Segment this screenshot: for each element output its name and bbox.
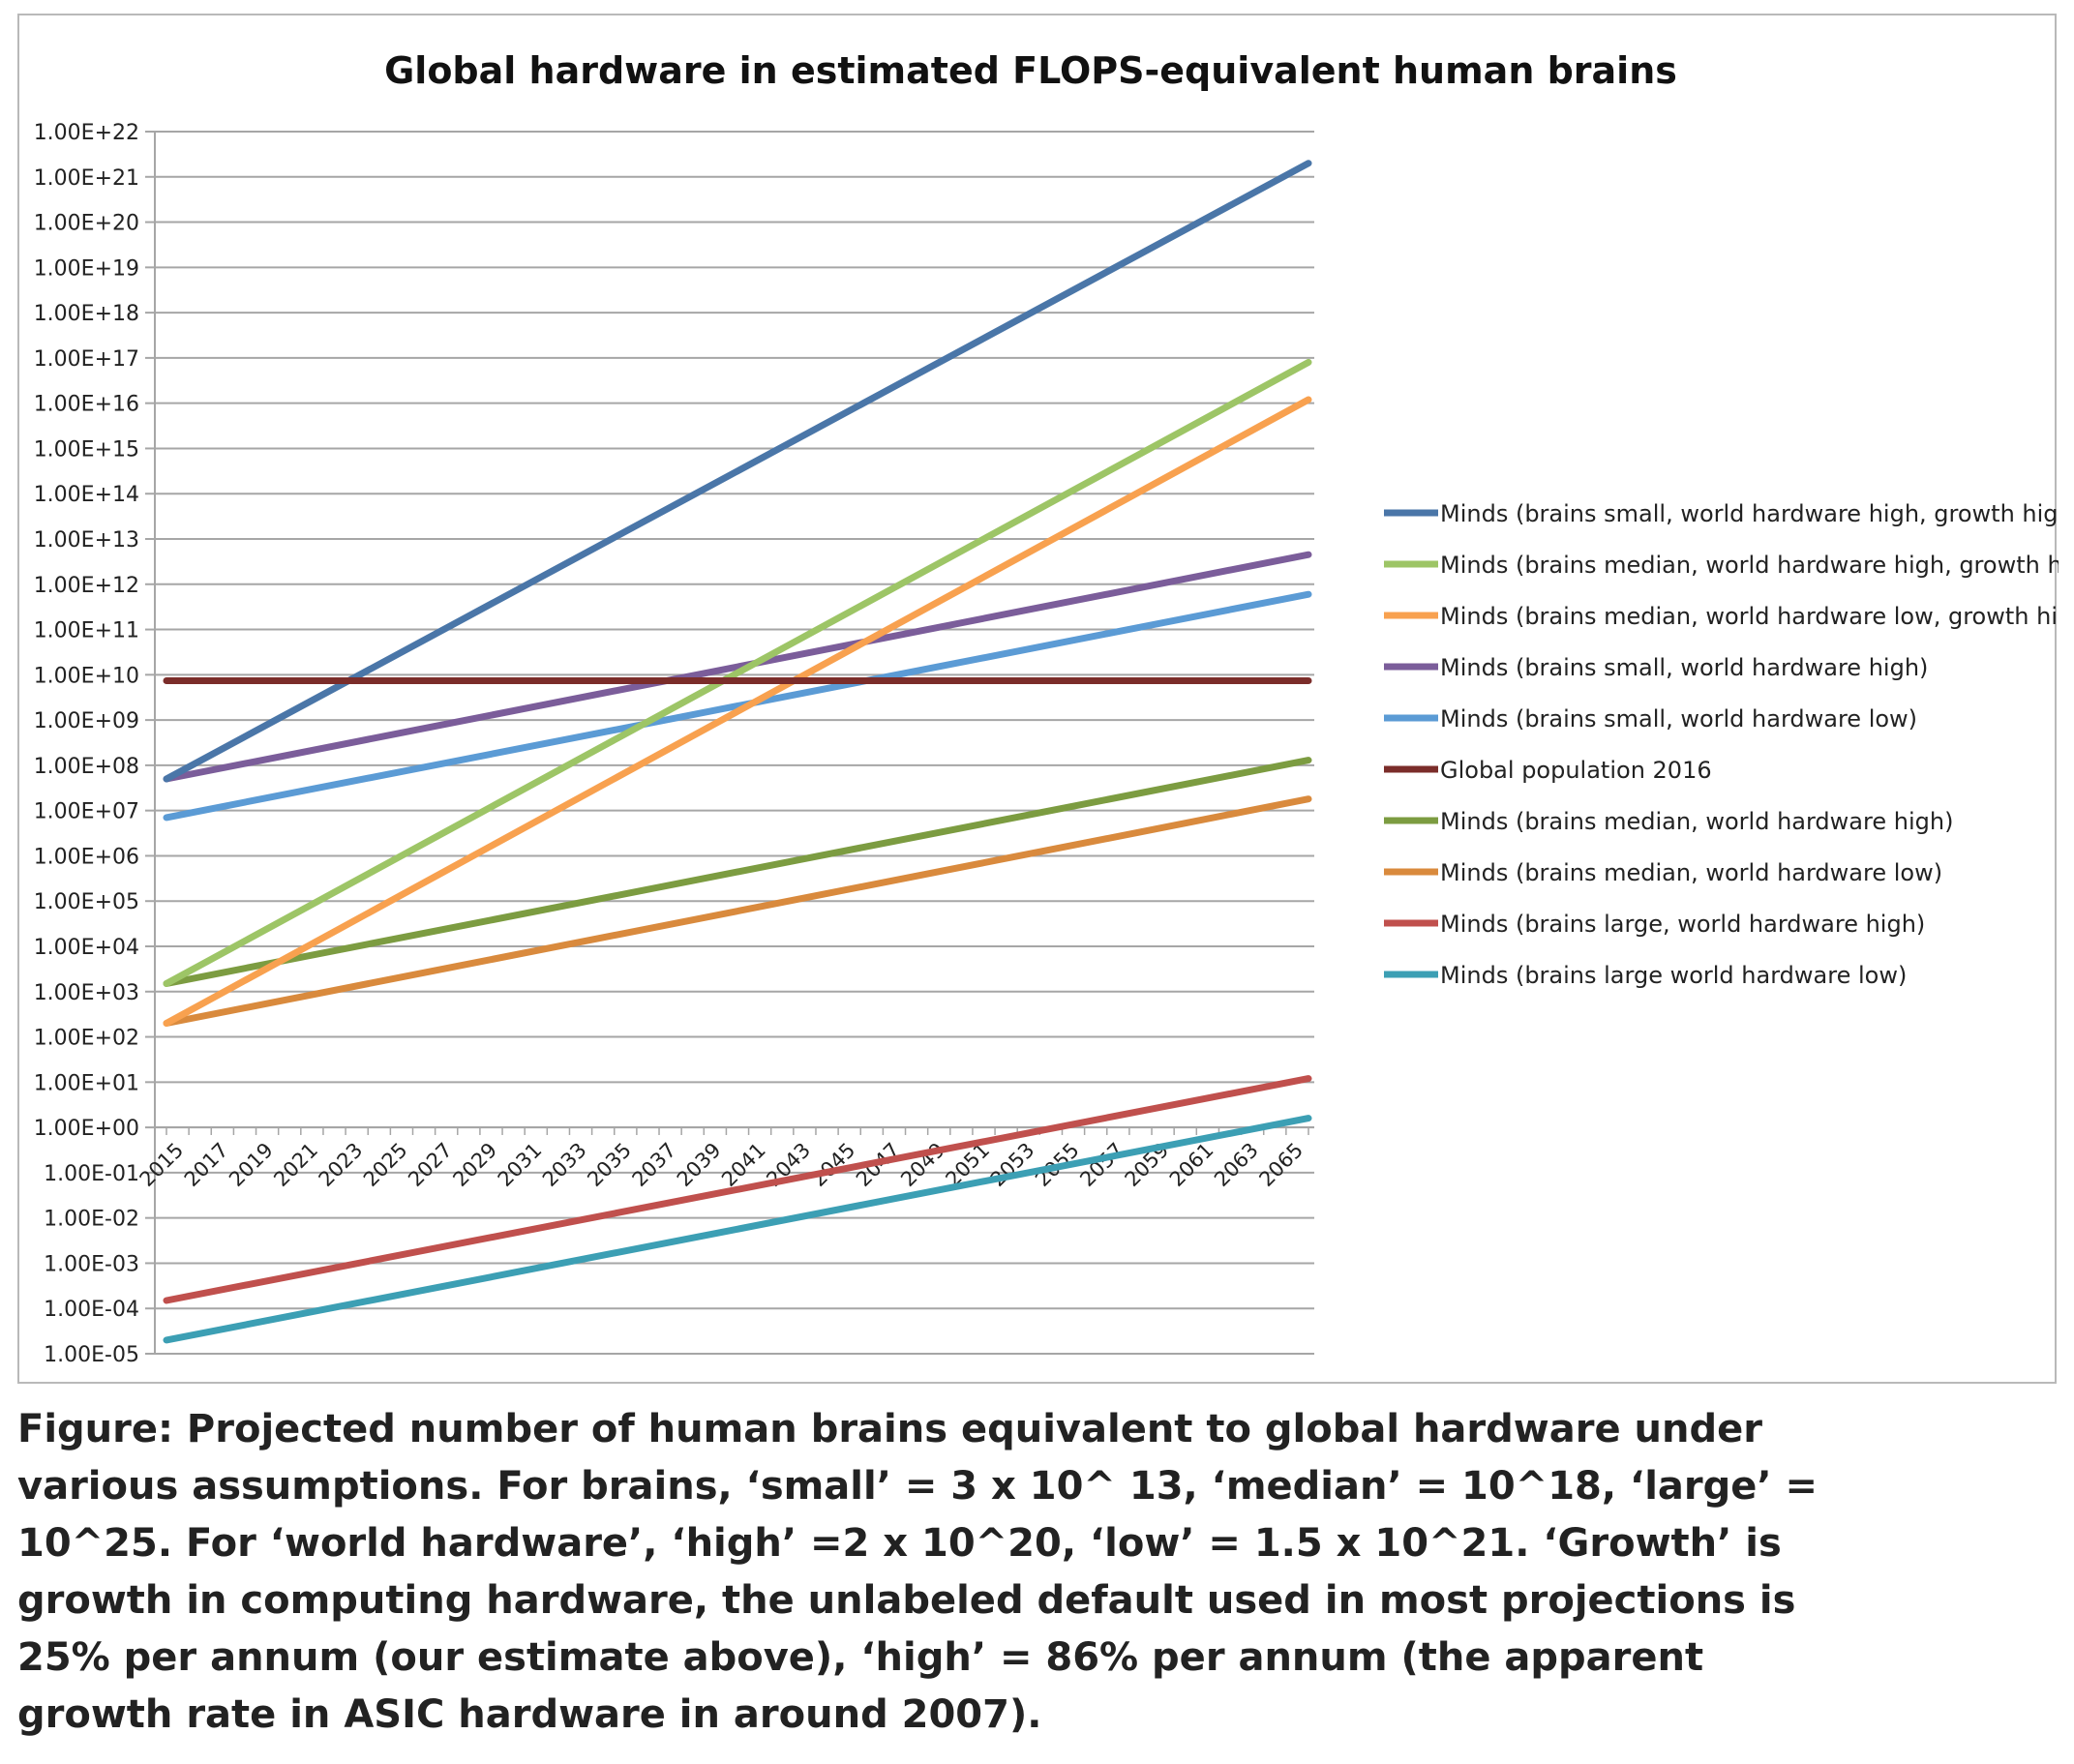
x-tick-label: 2015 — [135, 1138, 189, 1191]
legend-label: Minds (brains large, world hardware high… — [1440, 911, 1925, 938]
x-axis: 2015201720192021202320252027202920312033… — [135, 1126, 1314, 1191]
y-tick-label: 1.00E+11 — [34, 619, 139, 643]
series-line-1 — [163, 160, 1312, 783]
series-lines — [163, 160, 1312, 1344]
y-tick-label: 1.00E+00 — [34, 1117, 139, 1141]
legend-label: Minds (brains median, world hardware low… — [1440, 603, 2059, 630]
y-tick-label: 1.00E+16 — [34, 393, 139, 417]
chart-frame: Global hardware in estimated FLOPS-equiv… — [17, 14, 2059, 1384]
chart-title: Global hardware in estimated FLOPS-equiv… — [384, 49, 1677, 92]
y-tick-label: 1.00E+08 — [34, 755, 139, 779]
x-tick-label: 2053 — [986, 1138, 1039, 1191]
legend-label: Minds (brains median, world hardware hig… — [1440, 552, 2059, 579]
x-tick-label: 2035 — [583, 1138, 636, 1191]
x-tick-label: 2039 — [673, 1138, 726, 1191]
x-tick-label: 2017 — [180, 1138, 233, 1191]
y-axis: 1.00E-05 1.00E-04 1.00E-03 1.00E-02 1.00E-01… — [34, 121, 156, 1367]
y-tick-label: 1.00E+15 — [34, 437, 139, 462]
x-tick-label: 2021 — [269, 1138, 322, 1191]
x-tick-label: 2031 — [494, 1138, 547, 1191]
x-tick-label: 2065 — [1254, 1138, 1308, 1191]
x-tick-label: 2049 — [896, 1138, 949, 1191]
legend-label: Minds (brains small, world hardware low) — [1440, 705, 1917, 733]
y-tick-label: 1.00E+12 — [34, 574, 139, 598]
x-tick-label: 2063 — [1210, 1138, 1263, 1191]
y-tick-label: 1.00E-04 — [44, 1298, 139, 1322]
y-tick-label: 1.00E-02 — [44, 1208, 139, 1232]
x-tick-label: 2023 — [315, 1138, 368, 1191]
y-tick-label: 1.00E+09 — [34, 709, 139, 733]
y-tick-label: 1.00E+21 — [34, 166, 139, 191]
x-tick-label: 2037 — [628, 1138, 681, 1191]
y-tick-label: 1.00E-03 — [44, 1252, 139, 1276]
series-line-7 — [163, 757, 1312, 987]
series-line-4 — [163, 551, 1312, 783]
series-line-9 — [163, 1075, 1312, 1304]
y-tick-label: 1.00E+03 — [34, 981, 139, 1005]
y-tick-label: 1.00E+20 — [34, 212, 139, 236]
y-tick-label: 1.00E+01 — [34, 1071, 139, 1095]
y-tick-label: 1.00E+19 — [34, 256, 139, 281]
y-tick-label: 1.00E+10 — [34, 664, 139, 688]
series-line-8 — [163, 795, 1312, 1027]
x-tick-label: 2033 — [538, 1138, 591, 1191]
x-tick-label: 2027 — [404, 1138, 457, 1191]
series-line-3 — [163, 396, 1312, 1027]
legend-label: Minds (brains small, world hardware high… — [1440, 654, 1928, 681]
legend-label: Global population 2016 — [1440, 757, 1712, 784]
legend-label: Minds (brains median, world hardware hig… — [1440, 808, 1953, 835]
x-tick-label: 2025 — [359, 1138, 412, 1191]
y-tick-label: 1.00E+22 — [34, 121, 139, 145]
chart: Global hardware in estimated FLOPS-equiv… — [34, 49, 2059, 1367]
y-tick-label: 1.00E+17 — [34, 347, 139, 372]
y-tick-label: 1.00E+06 — [34, 845, 139, 869]
legend-label: Minds (brains large world hardware low) — [1440, 962, 1907, 989]
y-tick-label: 1.00E+14 — [34, 483, 139, 507]
series-line-2 — [163, 358, 1312, 987]
y-tick-label: 1.00E+18 — [34, 302, 139, 326]
y-tick-label: 1.00E+02 — [34, 1027, 139, 1051]
y-tick-label: 1.00E-01 — [44, 1162, 139, 1186]
legend-label: Minds (brains small, world hardware high… — [1440, 500, 2059, 527]
legend-label: Minds (brains median, world hardware low… — [1440, 859, 1942, 886]
y-tick-label: 1.00E-05 — [44, 1343, 139, 1367]
figure-caption: Figure: Projected number of human brains… — [17, 1407, 1819, 1737]
y-tick-label: 1.00E+04 — [34, 936, 139, 960]
y-tick-label: 1.00E+05 — [34, 890, 139, 914]
series-line-10 — [163, 1115, 1312, 1344]
y-tick-label: 1.00E+13 — [34, 528, 139, 553]
x-tick-label: 2019 — [225, 1138, 278, 1191]
series-line-5 — [163, 590, 1312, 822]
x-tick-label: 2029 — [448, 1138, 501, 1191]
y-tick-label: 1.00E+07 — [34, 800, 139, 824]
legend: Minds (brains small, world hardware high… — [1384, 500, 2059, 989]
